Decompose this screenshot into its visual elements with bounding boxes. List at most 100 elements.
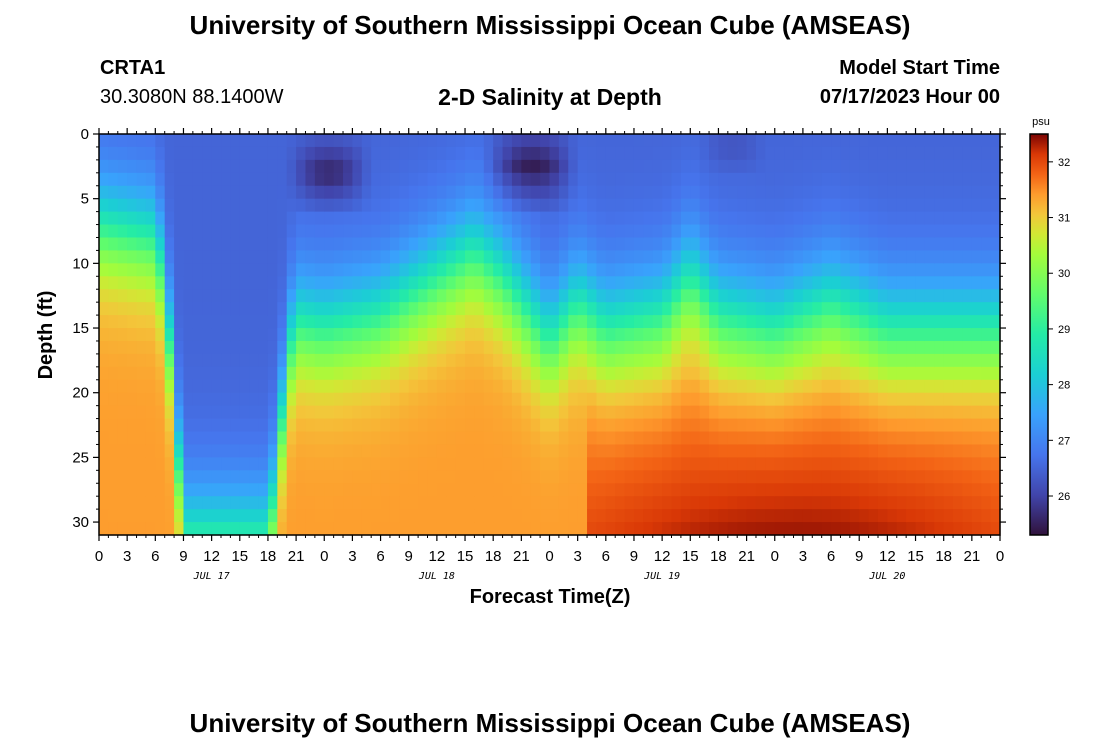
heatmap-cell: [314, 172, 325, 187]
heatmap-cell: [389, 159, 400, 174]
heatmap-cell: [953, 172, 964, 187]
heatmap-cell: [258, 211, 269, 226]
heatmap-cell: [108, 172, 119, 187]
heatmap-cell: [981, 328, 992, 342]
heatmap-cell: [690, 496, 701, 510]
heatmap-cell: [652, 444, 663, 458]
heatmap-cell: [784, 431, 795, 446]
heatmap-cell: [924, 134, 935, 148]
heatmap-cell: [558, 315, 569, 329]
heatmap-cell: [230, 224, 241, 239]
heatmap-cell: [549, 366, 560, 381]
heatmap-cell: [962, 431, 973, 446]
heatmap-cell: [615, 496, 626, 510]
heatmap-cell: [643, 224, 654, 239]
heatmap-cell: [596, 237, 607, 252]
heatmap-cell: [530, 224, 541, 239]
heatmap-cell: [493, 405, 504, 420]
heatmap-cell: [868, 211, 879, 226]
heatmap-cell: [840, 392, 851, 407]
heatmap-cell: [436, 134, 447, 148]
heatmap-cell: [221, 237, 231, 252]
heatmap-cell: [164, 211, 175, 226]
heatmap-cell: [446, 289, 457, 303]
heatmap-cell: [662, 146, 673, 161]
heatmap-cell: [258, 470, 269, 484]
heatmap-cell: [887, 379, 898, 394]
heatmap-cell: [774, 470, 785, 484]
heatmap-cell: [333, 198, 344, 213]
heatmap-cell: [699, 315, 710, 329]
heatmap-cell: [145, 146, 156, 161]
heatmap-cell: [427, 328, 438, 342]
heatmap-cell: [155, 366, 166, 381]
heatmap-cell: [718, 289, 729, 303]
heatmap-cell: [802, 379, 813, 394]
heatmap-cell: [267, 185, 278, 200]
heatmap-cell: [239, 315, 250, 329]
heatmap-cell: [136, 353, 147, 368]
heatmap-cell: [924, 224, 935, 239]
heatmap-cell: [474, 263, 485, 277]
heatmap-cell: [624, 444, 635, 458]
heatmap-cell: [324, 483, 335, 497]
heatmap-cell: [943, 224, 954, 239]
heatmap-cell: [568, 159, 579, 174]
heatmap-cell: [577, 470, 588, 484]
heatmap-cell: [624, 470, 635, 484]
heatmap-cell: [258, 431, 269, 446]
heatmap-cell: [408, 328, 419, 342]
heatmap-cell: [596, 289, 607, 303]
x-tick-label: 15: [907, 548, 924, 565]
heatmap-cell: [221, 250, 231, 264]
heatmap-cell: [145, 276, 156, 290]
heatmap-cell: [136, 509, 147, 523]
heatmap-cell: [474, 470, 485, 484]
heatmap-cell: [906, 405, 917, 420]
heatmap-cell: [793, 328, 804, 342]
heatmap-cell: [155, 457, 166, 471]
heatmap-cell: [981, 276, 992, 290]
heatmap-cell: [596, 366, 607, 381]
heatmap-cell: [662, 302, 673, 316]
heatmap-cell: [868, 263, 879, 277]
heatmap-cell: [399, 340, 410, 355]
heatmap-cell: [286, 134, 297, 148]
heatmap-cell: [418, 302, 429, 316]
heatmap-cell: [953, 431, 964, 446]
heatmap-cell: [643, 134, 654, 148]
heatmap-cell: [849, 431, 860, 446]
heatmap-cell: [99, 172, 109, 187]
heatmap-cell: [296, 250, 307, 264]
heatmap-cell: [812, 353, 823, 368]
heatmap-cell: [737, 185, 748, 200]
heatmap-cell: [343, 496, 354, 510]
heatmap-cell: [192, 289, 203, 303]
heatmap-cell: [136, 470, 147, 484]
heatmap-cell: [662, 289, 673, 303]
heatmap-cell: [145, 418, 156, 433]
heatmap-cell: [202, 522, 213, 536]
heatmap-cell: [511, 470, 522, 484]
heatmap-cell: [221, 379, 231, 394]
heatmap-cell: [802, 146, 813, 161]
heatmap-cell: [361, 172, 372, 187]
heatmap-cell: [277, 483, 288, 497]
heatmap-cell: [286, 146, 297, 161]
heatmap-cell: [117, 366, 128, 381]
heatmap-cell: [136, 134, 147, 148]
heatmap-cell: [108, 237, 119, 252]
heatmap-cell: [108, 315, 119, 329]
heatmap-cell: [953, 483, 964, 497]
heatmap-cell: [108, 276, 119, 290]
heatmap-cell: [680, 444, 691, 458]
heatmap-cell: [812, 134, 823, 148]
heatmap-cell: [267, 146, 278, 161]
heatmap-cell: [718, 224, 729, 239]
heatmap-cell: [136, 496, 147, 510]
heatmap-cell: [953, 340, 964, 355]
heatmap-cell: [765, 250, 776, 264]
heatmap-cell: [117, 211, 128, 226]
heatmap-cell: [296, 289, 307, 303]
